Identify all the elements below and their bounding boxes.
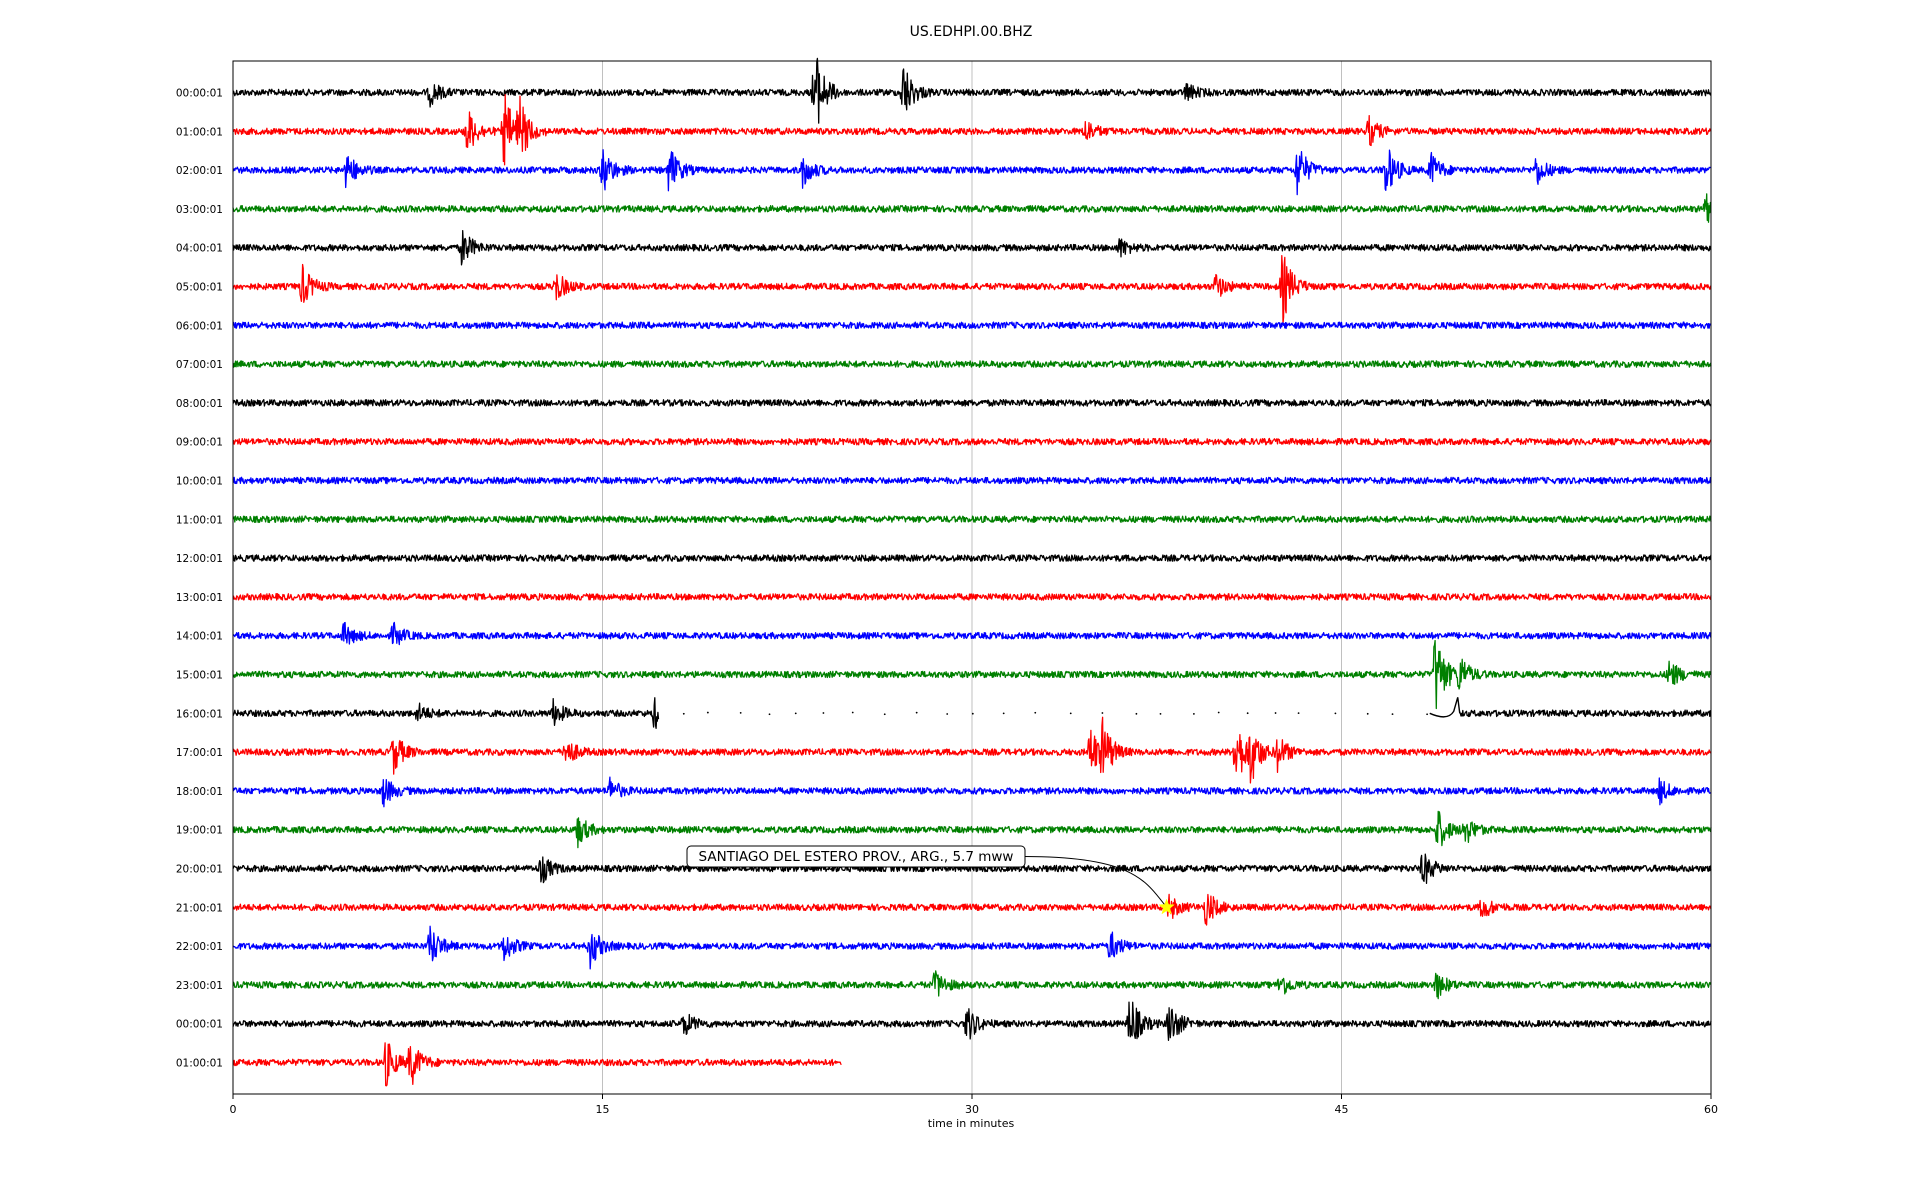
seismogram-trace [232, 193, 1712, 223]
row-time-label: 11:00:01 [176, 514, 223, 526]
seismogram-trace [232, 321, 1712, 330]
row-time-label: 13:00:01 [176, 592, 223, 604]
gap-dot [1101, 712, 1104, 714]
seismogram-trace [232, 621, 1712, 646]
row-time-label: 20:00:01 [176, 864, 223, 876]
row-time-label: 04:00:01 [176, 243, 223, 255]
x-tick-label: 15 [596, 1103, 610, 1116]
row-time-label: 05:00:01 [176, 282, 223, 294]
gap-dot [706, 711, 709, 714]
seismogram-trace [232, 229, 1712, 266]
event-star-marker [1158, 898, 1175, 915]
gap-dot [768, 713, 771, 716]
row-time-label: 02:00:01 [176, 165, 223, 177]
gap-dot [1366, 712, 1369, 715]
row-time-label: 01:00:01 [176, 1058, 223, 1070]
row-time-label: 12:00:01 [176, 553, 223, 565]
x-axis: 0 15 30 45 60 [230, 1094, 1718, 1116]
x-tick-label: 0 [230, 1103, 237, 1116]
row-time-label: 09:00:01 [176, 437, 223, 449]
row-time-label: 07:00:01 [176, 359, 223, 371]
seismogram-trace [232, 437, 1712, 446]
seismogram-traces [232, 57, 1712, 1087]
row-time-label: 14:00:01 [176, 631, 223, 643]
seismogram-trace [232, 476, 1712, 485]
gap-dot [1034, 711, 1037, 714]
row-time-label: 01:00:01 [176, 126, 223, 138]
seismogram-trace [232, 639, 1712, 710]
seismogram-trace [232, 360, 1712, 368]
seismogram-trace [232, 554, 1712, 562]
row-time-label: 06:00:01 [176, 320, 223, 332]
x-tick-label: 45 [1335, 1103, 1349, 1116]
gap-dot [971, 712, 974, 715]
event-annotation: SANTIAGO DEL ESTERO PROV., ARG., 5.7 mww [686, 845, 1175, 915]
seismogram-trace [232, 399, 1712, 407]
gap-dot [1159, 712, 1162, 715]
gap-dot [1274, 712, 1277, 714]
gap-dot [1192, 713, 1195, 715]
gap-dot [1246, 712, 1249, 715]
gap-dot [883, 713, 886, 716]
seismogram-trace [232, 254, 1712, 324]
seismogram-trace [232, 1042, 842, 1087]
seismogram-trace [232, 893, 1712, 926]
seismogram-trace [232, 94, 1712, 166]
gap-dot [794, 712, 797, 715]
seismogram-trace [232, 149, 1712, 196]
seismogram-trace [1459, 709, 1712, 718]
row-time-label: 03:00:01 [176, 204, 223, 216]
row-time-label: 08:00:01 [176, 398, 223, 410]
row-time-label: 15:00:01 [176, 670, 223, 682]
annotation-text: SANTIAGO DEL ESTERO PROV., ARG., 5.7 mww [699, 849, 1014, 865]
x-tick-label: 60 [1704, 1103, 1718, 1116]
seismogram-trace [232, 776, 1712, 808]
seismogram-trace [232, 593, 1712, 601]
plot-area-frame [232, 60, 1712, 1095]
row-time-label: 10:00:01 [176, 476, 223, 488]
gap-dot [1426, 713, 1429, 716]
seismogram-trace [232, 925, 1712, 970]
row-time-label: 00:00:01 [176, 88, 223, 100]
row-time-label: 21:00:01 [176, 902, 223, 914]
gap-dot [1069, 712, 1072, 715]
row-time-label: 00:00:01 [176, 1019, 223, 1031]
seismogram-trace [232, 1001, 1712, 1041]
seismogram-trace [232, 515, 1712, 524]
vertical-gridlines [602, 61, 1342, 1094]
gap-dot [915, 711, 918, 714]
x-tick-label: 30 [965, 1103, 979, 1116]
row-time-labels: 00:00:01 01:00:01 02:00:01 03:00:01 04:00:01… [176, 88, 223, 1070]
row-time-label: 19:00:01 [176, 825, 223, 837]
seismogram-trace [232, 810, 1712, 849]
gap-recovery-transient [1429, 697, 1461, 718]
gap-dot [1135, 712, 1138, 715]
seismogram-trace [232, 716, 1712, 784]
gap-dot [1391, 713, 1394, 716]
row-time-label: 22:00:01 [176, 941, 223, 953]
gap-dot [1297, 712, 1300, 715]
seismogram-trace [232, 697, 660, 730]
annotation-leader-line [1024, 856, 1167, 908]
gap-dot [1217, 711, 1220, 714]
gap-dot [946, 713, 949, 715]
gap-dot [822, 712, 825, 714]
gap-dot [739, 712, 742, 714]
row-time-label: 16:00:01 [176, 708, 223, 720]
x-axis-label: time in minutes [928, 1117, 1015, 1130]
chart-title: US.EDHPI.00.BHZ [910, 24, 1033, 40]
gap-dot [851, 711, 854, 714]
row-time-label: 23:00:01 [176, 980, 223, 992]
gap-dot [682, 712, 685, 715]
seismogram-trace [232, 970, 1712, 1000]
row-time-label: 17:00:01 [176, 747, 223, 759]
annotation-box [686, 845, 1026, 868]
seismogram-trace [232, 57, 1712, 124]
gap-dot [1002, 712, 1005, 715]
gap-dot [1334, 712, 1337, 715]
row-time-label: 18:00:01 [176, 786, 223, 798]
